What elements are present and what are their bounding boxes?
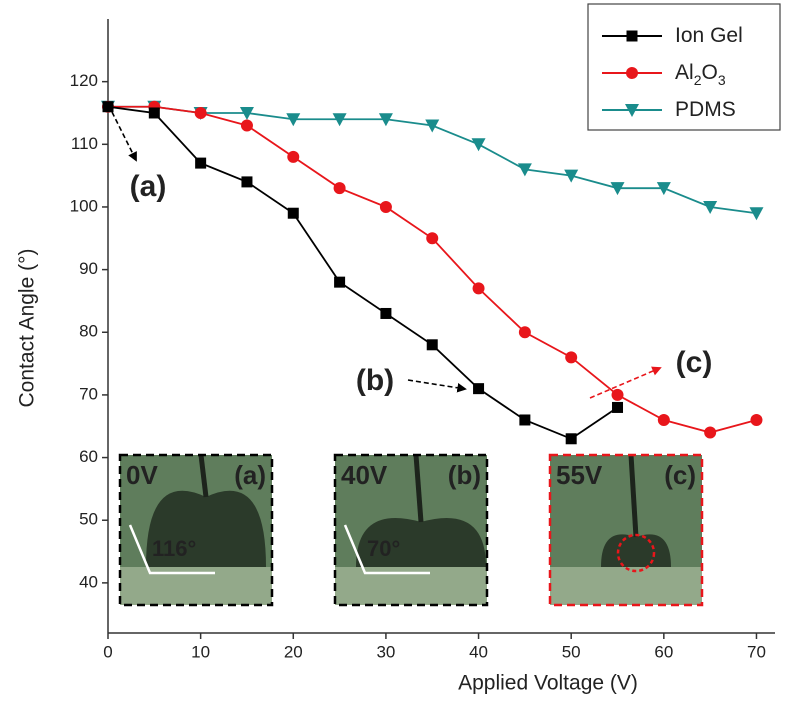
- inset-tag: (c): [664, 460, 696, 490]
- annotation: (b): [356, 364, 394, 397]
- data-point: [565, 433, 577, 445]
- inset-photo: 40V (b) 70°: [333, 453, 489, 607]
- data-point: [611, 388, 624, 401]
- series-line: [107, 105, 619, 440]
- y-tick-label: 120: [70, 71, 98, 90]
- inset-angle-line: [343, 524, 430, 575]
- data-point: [287, 150, 300, 163]
- data-point: [612, 401, 624, 413]
- y-axis-label: Contact Angle (°): [16, 249, 39, 408]
- x-tick-label: 0: [103, 642, 112, 661]
- y-tick-label: 100: [70, 196, 98, 215]
- y-tick-label: 90: [79, 259, 98, 278]
- data-point: [195, 157, 207, 169]
- data-point: [287, 207, 299, 219]
- data-point: [286, 113, 301, 127]
- legend-label: Ion Gel: [675, 24, 743, 47]
- data-point: [473, 383, 485, 395]
- data-point: [703, 200, 718, 214]
- x-tick-label: 50: [562, 642, 581, 661]
- data-point: [333, 182, 346, 195]
- inset-voltage: 55V: [556, 460, 603, 490]
- data-point: [378, 113, 393, 127]
- data-point: [239, 106, 254, 120]
- data-point: [517, 163, 532, 177]
- data-point: [565, 351, 578, 364]
- data-point: [564, 169, 579, 183]
- data-point: [656, 182, 671, 196]
- data-point: [425, 119, 440, 133]
- data-point: [240, 119, 253, 132]
- inset-voltage: 40V: [341, 460, 388, 490]
- y-tick-label: 40: [79, 572, 98, 591]
- inset-border: [333, 453, 489, 607]
- inset-tag: (b): [448, 460, 481, 490]
- legend-label: PDMS: [675, 98, 736, 121]
- data-point: [749, 207, 764, 221]
- legend-label: Al2O3: [675, 61, 726, 88]
- annotation: (a): [130, 170, 167, 203]
- annotation-arrow: [589, 366, 662, 399]
- y-tick-label: 50: [79, 510, 98, 529]
- data-point: [148, 107, 160, 119]
- x-tick-label: 40: [469, 642, 488, 661]
- annotation: (c): [676, 346, 713, 379]
- data-point: [426, 232, 439, 245]
- x-tick-label: 10: [191, 642, 210, 661]
- inset-voltage: 0V: [126, 460, 158, 490]
- y-tick-label: 70: [79, 384, 98, 403]
- inset-needle: [198, 454, 209, 498]
- data-point: [426, 339, 438, 351]
- y-tick-label: 80: [79, 322, 98, 341]
- y-tick-label: 60: [79, 447, 98, 466]
- legend-marker: [626, 30, 638, 42]
- inset-angle: 70°: [367, 536, 400, 561]
- x-tick-label: 60: [654, 642, 673, 661]
- inset-highlight: [616, 533, 656, 573]
- inset-droplet: [146, 490, 266, 567]
- data-point: [379, 200, 392, 213]
- data-point: [657, 413, 670, 426]
- legend-marker: [625, 104, 639, 117]
- data-point: [704, 426, 717, 439]
- data-point: [102, 101, 114, 113]
- legend-marker: [626, 67, 638, 79]
- data-point: [332, 113, 347, 127]
- data-point: [519, 414, 531, 426]
- inset-photo: 55V (c): [548, 453, 704, 607]
- inset-photo: 0V (a) 116°: [118, 453, 274, 607]
- inset-substrate: [550, 567, 702, 605]
- data-point: [241, 176, 253, 188]
- inset-border: [548, 453, 704, 607]
- inset-droplet: [356, 518, 486, 567]
- y-tick-label: 110: [71, 134, 98, 153]
- annotation-arrow: [111, 111, 137, 162]
- data-point: [380, 307, 392, 319]
- x-tick-label: 30: [376, 642, 395, 661]
- inset-droplet: [601, 534, 671, 567]
- data-point: [471, 138, 486, 152]
- inset-angle: 116°: [152, 536, 196, 561]
- data-point: [518, 326, 531, 339]
- inset-angle-line: [128, 524, 215, 575]
- inset-tag: (a): [234, 460, 266, 490]
- x-axis-label: Applied Voltage (V): [458, 672, 638, 695]
- inset-needle: [628, 454, 639, 538]
- data-point: [194, 106, 207, 119]
- x-tick-label: 20: [284, 642, 303, 661]
- inset-border: [118, 453, 274, 607]
- data-point: [472, 282, 485, 295]
- data-point: [750, 413, 763, 426]
- annotation-arrow: [407, 379, 467, 393]
- inset-needle: [413, 454, 424, 523]
- x-tick-label: 70: [747, 642, 766, 661]
- data-point: [334, 276, 346, 288]
- data-point: [610, 182, 625, 196]
